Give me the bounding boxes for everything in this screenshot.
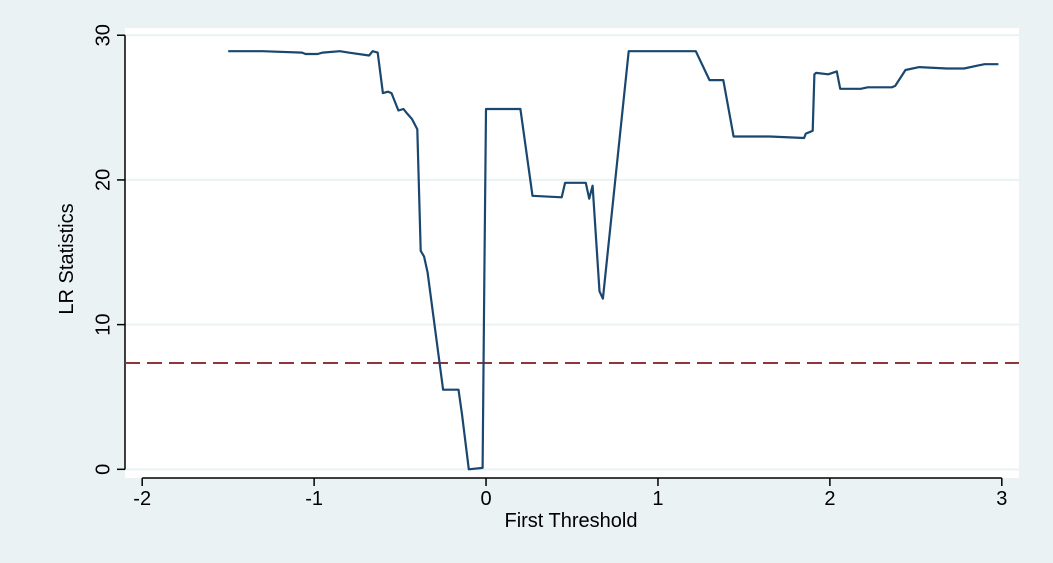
x-axis: -2 -1 0 1 2 3	[133, 477, 1007, 510]
x-tick-label: -2	[133, 488, 151, 510]
y-tick-label: 0	[92, 464, 114, 475]
y-axis: 0 10 20 30	[92, 24, 126, 475]
lr-statistic-series-line	[228, 50, 999, 471]
x-tick-label: 0	[480, 488, 491, 510]
x-tick-label: 1	[652, 488, 663, 510]
x-tick-label: 3	[996, 488, 1007, 510]
grid-lines	[125, 34, 1019, 471]
y-tick-label: 20	[92, 169, 114, 191]
x-tick-label: 2	[824, 488, 835, 510]
y-axis-title: LR Statistics	[56, 203, 78, 314]
y-tick-label: 30	[92, 24, 114, 46]
x-axis-title: First Threshold	[504, 510, 637, 532]
x-tick-label: -1	[305, 488, 323, 510]
y-tick-label: 10	[92, 313, 114, 335]
plot-area	[125, 28, 1019, 478]
